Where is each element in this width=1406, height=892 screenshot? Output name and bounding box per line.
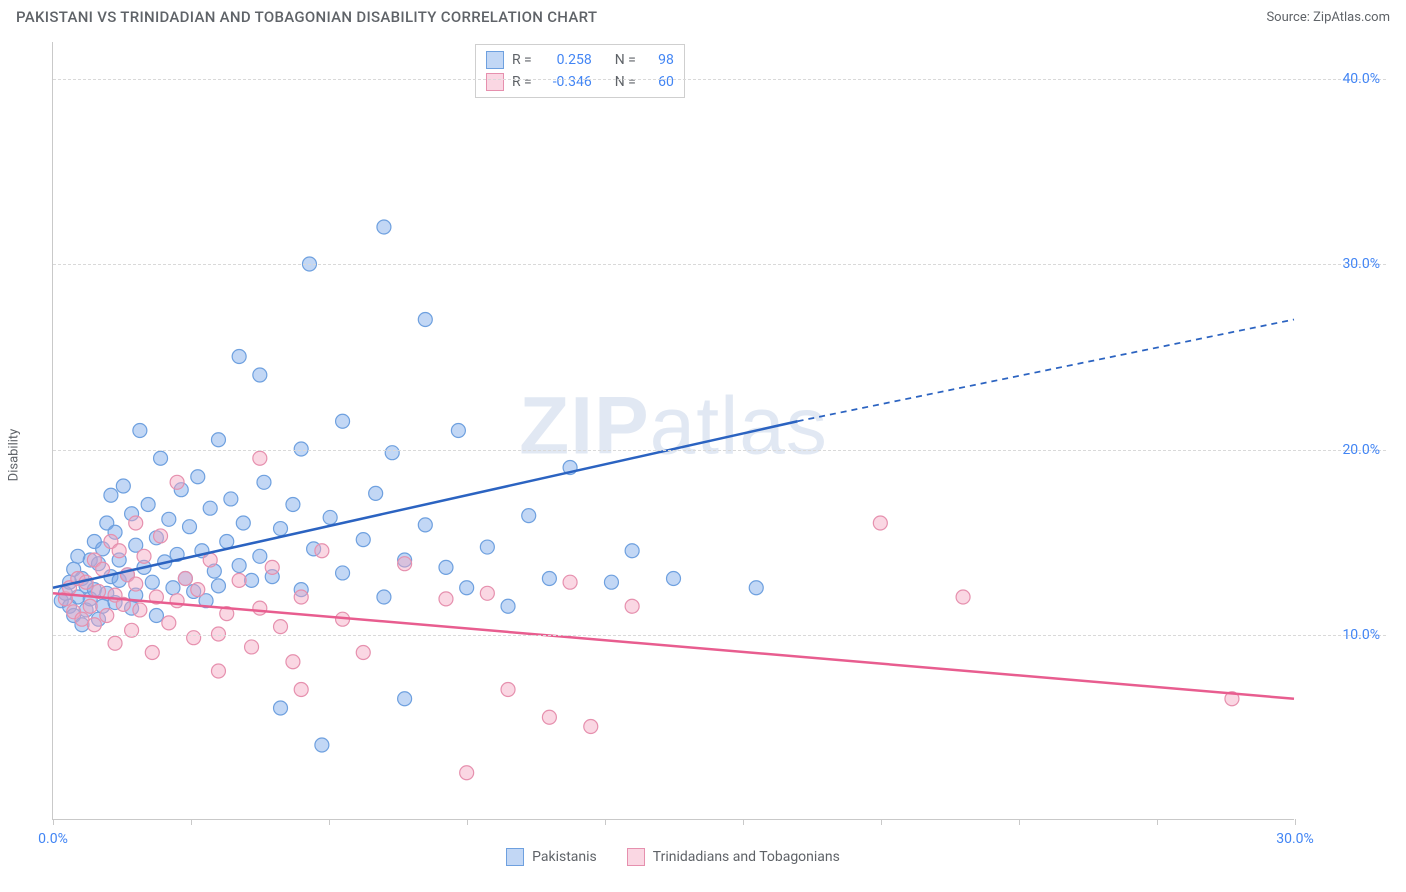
x-tick [1295, 819, 1296, 825]
regression-line [53, 593, 1294, 698]
y-tick-label: 10.0% [1342, 627, 1380, 643]
source-link[interactable]: ZipAtlas.com [1313, 10, 1390, 25]
chart-title: PAKISTANI VS TRINIDADIAN AND TOBAGONIAN … [16, 8, 597, 26]
legend-swatch [486, 51, 504, 69]
gridline-h [53, 264, 1386, 265]
legend-label: Pakistanis [532, 849, 597, 865]
n-label: N = [615, 71, 636, 93]
regression-line [53, 421, 798, 588]
n-value: 98 [644, 49, 674, 71]
x-tick [53, 819, 54, 825]
n-value: 60 [644, 71, 674, 93]
x-tick [881, 819, 882, 825]
gridline-h [53, 635, 1386, 636]
r-label: R = [512, 49, 532, 71]
correlation-stats-box: R = 0.258 N = 98 R = -0.346 N = 60 [475, 44, 685, 98]
n-label: N = [615, 49, 636, 71]
chart-container: Disability ZIPatlas R =0.258 N =98R =-0.… [20, 36, 1386, 874]
legend-swatch [506, 848, 524, 866]
regression-line-extrapolated [798, 320, 1294, 422]
legend-item: Trinidadians and Tobagonians [627, 848, 840, 866]
legend-item: Pakistanis [506, 848, 597, 866]
x-tick [467, 819, 468, 825]
x-tick [1157, 819, 1158, 825]
x-tick [191, 819, 192, 825]
legend-label: Trinidadians and Tobagonians [653, 849, 840, 865]
r-label: R = [512, 71, 532, 93]
y-tick-label: 30.0% [1342, 256, 1380, 272]
y-tick-label: 20.0% [1342, 442, 1380, 458]
series-legend: Pakistanis Trinidadians and Tobagonians [52, 848, 1294, 866]
chart-header: PAKISTANI VS TRINIDADIAN AND TOBAGONIAN … [0, 0, 1406, 30]
x-tick [329, 819, 330, 825]
x-tick-label: 30.0% [1276, 831, 1314, 847]
r-value: -0.346 [540, 71, 592, 93]
source-attribution: Source: ZipAtlas.com [1266, 10, 1390, 25]
gridline-h [53, 79, 1386, 80]
r-value: 0.258 [540, 49, 592, 71]
x-tick [1019, 819, 1020, 825]
regression-lines-layer [53, 42, 1294, 819]
x-tick [605, 819, 606, 825]
legend-swatch [627, 848, 645, 866]
x-tick [743, 819, 744, 825]
source-label: Source: [1266, 10, 1309, 25]
y-tick-label: 40.0% [1342, 71, 1380, 87]
stats-row: R = -0.346 N = 60 [486, 71, 674, 93]
stats-row: R = 0.258 N = 98 [486, 49, 674, 71]
plot-area: ZIPatlas R =0.258 N =98R =-0.346 N =60 1… [52, 42, 1294, 820]
gridline-h [53, 450, 1386, 451]
legend-swatch [486, 73, 504, 91]
x-tick-label: 0.0% [38, 831, 68, 847]
y-axis-label: Disability [7, 429, 22, 482]
